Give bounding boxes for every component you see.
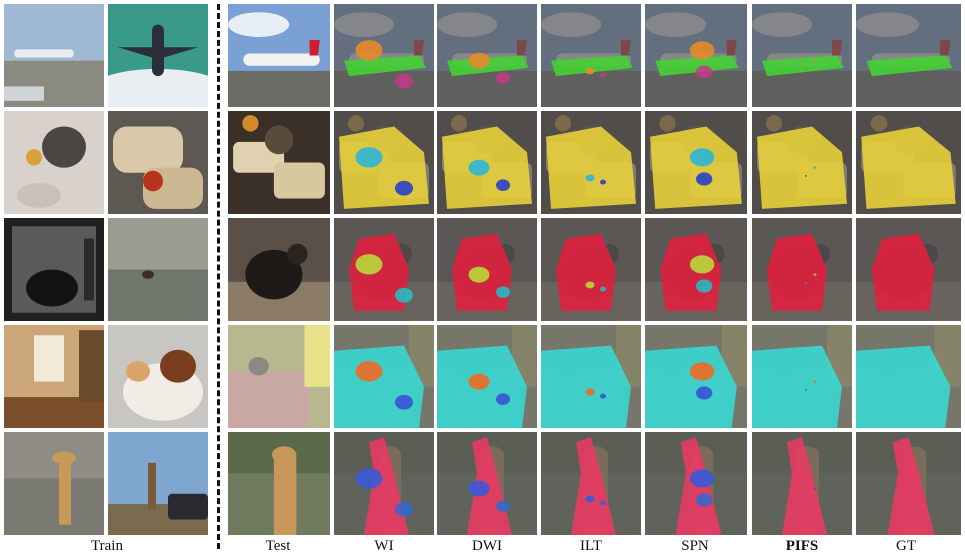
tile-sandwich-test: [228, 111, 330, 214]
tile-bear-train-2: [108, 218, 208, 321]
column-label-dwi: DWI: [472, 538, 502, 554]
tile-couch-dog-dwi: [437, 325, 537, 428]
tile-couch-dog-train-2: [108, 325, 208, 428]
tile-bear-spn: [645, 218, 747, 321]
tile-giraffe-wi: [334, 432, 434, 535]
tile-sandwich-gt: [856, 111, 961, 214]
column-label-spn: SPN: [681, 538, 709, 554]
column-label-ilt: ILT: [580, 538, 602, 554]
column-label-test: Test: [265, 538, 291, 554]
tile-airplane-train-2: [108, 4, 208, 107]
tile-couch-dog-pifs: [752, 325, 852, 428]
tile-couch-dog-gt: [856, 325, 961, 428]
tile-couch-dog-train-1: [4, 325, 104, 428]
tile-bear-wi: [334, 218, 434, 321]
tile-sandwich-train-1: [4, 111, 104, 214]
tile-airplane-pifs: [752, 4, 852, 107]
tile-sandwich-wi: [334, 111, 434, 214]
tile-bear-test: [228, 218, 330, 321]
column-label-gt: GT: [896, 538, 916, 554]
tile-couch-dog-test: [228, 325, 330, 428]
tile-giraffe-dwi: [437, 432, 537, 535]
tile-sandwich-spn: [645, 111, 747, 214]
tile-airplane-train-1: [4, 4, 104, 107]
tile-sandwich-ilt: [541, 111, 641, 214]
column-label-pifs: PIFS: [785, 538, 819, 554]
tile-giraffe-train-2: [108, 432, 208, 535]
column-label-wi: WI: [374, 538, 394, 554]
tile-bear-gt: [856, 218, 961, 321]
tile-couch-dog-wi: [334, 325, 434, 428]
tile-giraffe-ilt: [541, 432, 641, 535]
tile-couch-dog-ilt: [541, 325, 641, 428]
tile-bear-train-1: [4, 218, 104, 321]
tile-airplane-spn: [645, 4, 747, 107]
tile-sandwich-pifs: [752, 111, 852, 214]
tile-bear-ilt: [541, 218, 641, 321]
tile-giraffe-pifs: [752, 432, 852, 535]
tile-giraffe-test: [228, 432, 330, 535]
column-label-train: Train: [91, 538, 123, 554]
tile-bear-dwi: [437, 218, 537, 321]
tile-giraffe-spn: [645, 432, 747, 535]
tile-giraffe-gt: [856, 432, 961, 535]
tile-sandwich-dwi: [437, 111, 537, 214]
tile-airplane-test: [228, 4, 330, 107]
tile-airplane-wi: [334, 4, 434, 107]
train-test-divider: [217, 4, 220, 549]
tile-airplane-ilt: [541, 4, 641, 107]
tile-airplane-dwi: [437, 4, 537, 107]
tile-couch-dog-spn: [645, 325, 747, 428]
tile-airplane-gt: [856, 4, 961, 107]
tile-sandwich-train-2: [108, 111, 208, 214]
tile-giraffe-train-1: [4, 432, 104, 535]
tile-bear-pifs: [752, 218, 852, 321]
